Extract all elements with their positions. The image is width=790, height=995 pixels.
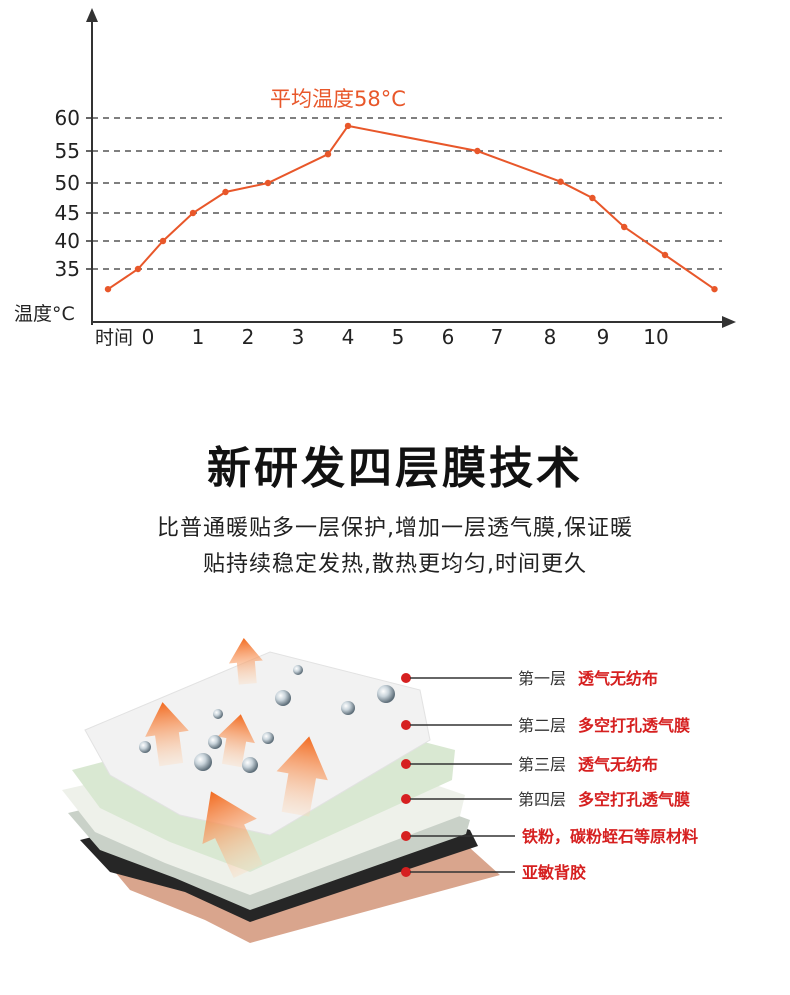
x-tick-label: 9 xyxy=(597,325,610,349)
heat-arrow-icon xyxy=(217,714,255,768)
description-line-1: 比普通暖贴多一层保护,增加一层透气膜,保证暖 xyxy=(157,516,633,541)
callout-label: 透气无纺布 xyxy=(578,755,658,774)
droplet-icon xyxy=(341,701,355,715)
data-point xyxy=(344,122,352,130)
layer-callout: 第三层 透气无纺布 xyxy=(401,755,658,774)
y-tick-label: 60 xyxy=(55,106,80,130)
callout-label: 铁粉，碳粉蛭石等原材料 xyxy=(522,827,698,846)
data-point xyxy=(474,147,481,155)
heat-arrow-icon xyxy=(228,638,263,685)
y-tick-label: 50 xyxy=(55,171,80,195)
data-point xyxy=(589,194,596,202)
layer-callout: 第四层 多空打孔透气膜 xyxy=(401,790,690,809)
x-axis-label: 时间 xyxy=(95,327,133,349)
layer-callout: 铁粉，碳粉蛭石等原材料 xyxy=(401,827,698,846)
data-point xyxy=(159,237,167,245)
y-tick-label: 35 xyxy=(55,257,80,281)
callout-prefix: 第二层 xyxy=(518,716,566,735)
data-point xyxy=(621,223,628,231)
data-point xyxy=(711,285,718,293)
x-tick-label: 6 xyxy=(442,325,455,349)
y-tick-label: 55 xyxy=(55,139,80,163)
layer-callout: 亚敏背胶 xyxy=(401,863,586,882)
layer-callout: 第一层 透气无纺布 xyxy=(401,669,658,688)
x-tick-label: 3 xyxy=(292,325,305,349)
data-point xyxy=(557,178,564,185)
droplet-icon xyxy=(242,757,258,773)
callout-dot xyxy=(401,794,411,804)
callout-label: 多空打孔透气膜 xyxy=(578,716,690,735)
y-tick-label: 45 xyxy=(55,201,80,225)
callout-dot xyxy=(401,673,411,683)
callout-label: 透气无纺布 xyxy=(578,669,658,688)
droplet-icon xyxy=(194,753,212,771)
series-line xyxy=(107,124,716,291)
heat-arrow-icon xyxy=(202,791,263,878)
droplet-icon xyxy=(208,735,222,749)
x-tick-label: 2 xyxy=(242,325,255,349)
y-axis-label: 温度°C xyxy=(14,303,75,325)
callout-dot xyxy=(401,759,411,769)
callout-dot xyxy=(401,867,411,877)
droplet-icon xyxy=(377,685,395,703)
page-heading: 新研发四层膜技术 xyxy=(207,443,583,494)
callout-prefix: 第三层 xyxy=(518,755,566,774)
callout-dot xyxy=(401,720,411,730)
layer-callout: 第二层 多空打孔透气膜 xyxy=(401,716,690,735)
layer-fabric-1 xyxy=(84,651,431,836)
callout-prefix: 第四层 xyxy=(518,790,566,809)
x-tick-label: 1 xyxy=(192,325,205,349)
droplet-icon xyxy=(139,741,151,753)
droplet-icon xyxy=(293,665,303,675)
data-point xyxy=(324,151,332,158)
x-tick-label: 10 xyxy=(643,325,668,349)
y-tick-label: 40 xyxy=(55,229,80,253)
callout-dot xyxy=(401,831,411,841)
x-tick-label: 5 xyxy=(392,325,405,349)
data-point xyxy=(222,188,229,196)
droplet-icon xyxy=(262,732,274,744)
droplet-icon xyxy=(275,690,291,706)
x-tick-label: 7 xyxy=(491,325,504,349)
callout-prefix: 第一层 xyxy=(518,669,566,688)
data-point xyxy=(104,285,112,293)
x-axis-arrow xyxy=(722,316,736,328)
data-point xyxy=(134,265,142,273)
callout-label: 多空打孔透气膜 xyxy=(578,790,690,809)
data-point xyxy=(264,179,272,187)
x-tick-label: 0 xyxy=(142,325,155,349)
x-tick-label: 4 xyxy=(342,325,355,349)
heat-arrow-icon xyxy=(145,702,189,767)
description-line-2: 贴持续稳定发热,散热更均匀,时间更久 xyxy=(203,552,587,577)
heat-arrow-icon xyxy=(276,736,328,817)
data-point xyxy=(189,209,197,217)
droplet-icon xyxy=(213,709,223,719)
y-axis-arrow xyxy=(86,8,98,22)
data-point xyxy=(661,251,669,259)
x-tick-label: 8 xyxy=(544,325,557,349)
chart-annotation: 平均温度58°C xyxy=(270,87,406,111)
callout-label: 亚敏背胶 xyxy=(522,863,586,882)
grid-lines xyxy=(92,117,722,270)
